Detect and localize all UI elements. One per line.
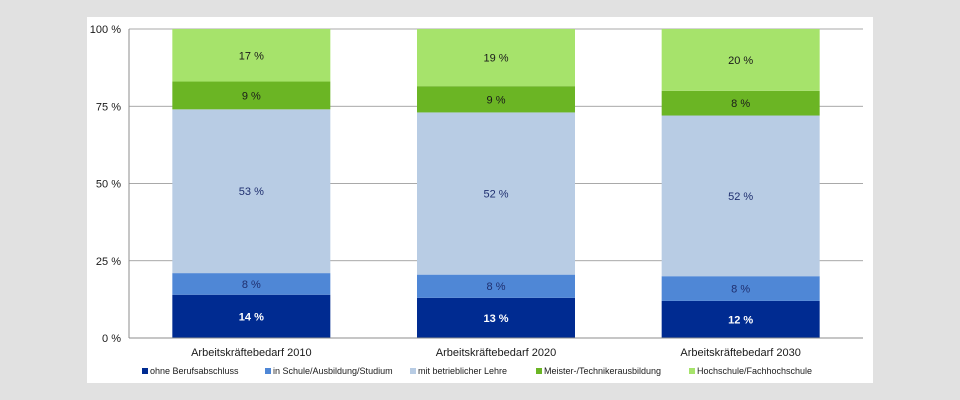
legend-entry: in Schule/Ausbildung/Studium xyxy=(273,366,393,376)
bar-segment xyxy=(417,274,575,298)
data-label: 17 % xyxy=(239,50,264,62)
legend-entry: Hochschule/Fachhochschule xyxy=(697,366,812,376)
bar-segment xyxy=(417,297,575,338)
y-tick-label: 25 % xyxy=(96,256,121,268)
data-label: 8 % xyxy=(731,98,750,110)
bar-segment xyxy=(661,276,820,301)
segment-labels: 14 % 8 % 53 % 9 % 17 % 13 % 8 % 52 % 9 % 19 % 12 %… xyxy=(239,50,754,326)
bar-segment xyxy=(417,112,575,275)
legend-entry: Meister-/Technikerausbildung xyxy=(544,366,661,376)
data-label: 52 % xyxy=(483,189,508,201)
y-tick-label: 100 % xyxy=(90,24,121,36)
data-label: 8 % xyxy=(487,281,506,293)
bar-segment xyxy=(172,81,331,110)
bar-segment xyxy=(661,29,820,91)
bar-segment xyxy=(172,273,331,295)
data-label: 9 % xyxy=(487,94,506,106)
category-label: Arbeitskräftebedarf 2020 xyxy=(436,347,556,359)
bar-segment xyxy=(661,115,820,277)
legend-entry: mit betrieblicher Lehre xyxy=(418,366,507,376)
legend-swatch xyxy=(265,368,271,374)
legend: ohne Berufsabschluss in Schule/Ausbildung… xyxy=(142,366,812,376)
bar-segment xyxy=(172,294,331,338)
legend-swatch xyxy=(142,368,148,374)
category-label: Arbeitskräftebedarf 2010 xyxy=(191,347,311,359)
y-tick-label: 50 % xyxy=(96,179,121,191)
bar-segment xyxy=(417,86,575,113)
bar-segment xyxy=(661,300,820,338)
bar-segment xyxy=(172,109,331,274)
data-label: 8 % xyxy=(242,279,261,291)
y-tick-label: 0 % xyxy=(102,333,121,345)
data-label: 14 % xyxy=(239,311,264,323)
data-label: 52 % xyxy=(728,191,753,203)
y-tick-label: 75 % xyxy=(96,101,121,113)
bar-segment xyxy=(661,90,820,116)
data-label: 19 % xyxy=(483,53,508,65)
legend-entry: ohne Berufsabschluss xyxy=(150,366,239,376)
bar-segment xyxy=(417,29,575,87)
data-label: 9 % xyxy=(242,90,261,102)
bars xyxy=(172,29,820,338)
data-label: 20 % xyxy=(728,55,753,67)
axes xyxy=(128,29,863,339)
data-label: 12 % xyxy=(728,314,753,326)
chart-panel: 0 % 25 % 50 % 75 % 100 % 14 % 8 % 53 % 9 % 17 % 1… xyxy=(87,17,873,383)
data-label: 53 % xyxy=(239,186,264,198)
legend-swatch xyxy=(689,368,695,374)
y-axis-ticks: 0 % 25 % 50 % 75 % 100 % xyxy=(90,24,121,345)
legend-swatch xyxy=(536,368,542,374)
category-labels: Arbeitskräftebedarf 2010 Arbeitskräftebed… xyxy=(191,347,801,359)
category-label: Arbeitskräftebedarf 2030 xyxy=(680,347,800,359)
legend-swatch xyxy=(410,368,416,374)
data-label: 13 % xyxy=(483,313,508,325)
stacked-bar-chart: 0 %25 %50 %75 %100 % 14 %8 %53 %9 %17 %1… xyxy=(90,24,863,376)
data-label: 8 % xyxy=(731,284,750,296)
bar-segment xyxy=(172,29,331,82)
